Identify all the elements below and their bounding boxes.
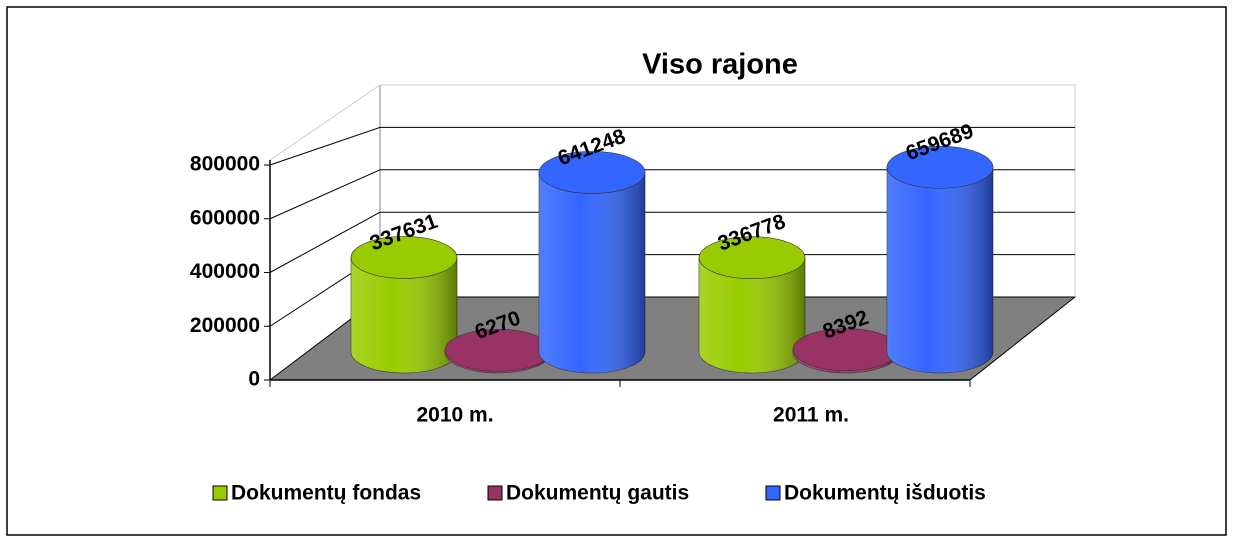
bar <box>538 151 646 374</box>
x-tick-label: 2011 m. <box>773 404 849 427</box>
y-tick-label: 600000 <box>190 206 260 229</box>
bar <box>792 328 900 374</box>
chart-title: Viso rajone <box>642 49 798 81</box>
legend-label: Dokumentų fondas <box>231 482 421 505</box>
y-tick-label: 200000 <box>190 314 260 337</box>
grid-line <box>269 169 381 220</box>
legend-label: Dokumentų išduotis <box>784 482 986 505</box>
y-tick-label: 0 <box>248 368 260 391</box>
y-tick-label: 400000 <box>190 260 260 283</box>
x-tick-label: 2010 m. <box>416 404 493 427</box>
legend-swatch <box>212 485 228 501</box>
bar-top <box>886 145 994 189</box>
bar <box>350 236 458 374</box>
grid-line <box>269 126 381 166</box>
bar-top <box>698 236 806 280</box>
bar-shade <box>351 257 457 373</box>
legend-label: Dokumentų gautis <box>506 482 689 505</box>
bar <box>886 145 994 374</box>
bar-shade <box>887 167 993 373</box>
bar-shade <box>539 172 645 373</box>
bar <box>698 236 806 374</box>
bar-top <box>538 151 646 194</box>
legend-swatch <box>765 485 781 501</box>
side-wall-top <box>269 84 381 161</box>
bar-top <box>350 236 458 279</box>
y-tick-label: 800000 <box>190 153 260 176</box>
grid-line <box>269 211 381 273</box>
bar-shade <box>699 257 805 373</box>
legend-swatch <box>487 485 503 501</box>
